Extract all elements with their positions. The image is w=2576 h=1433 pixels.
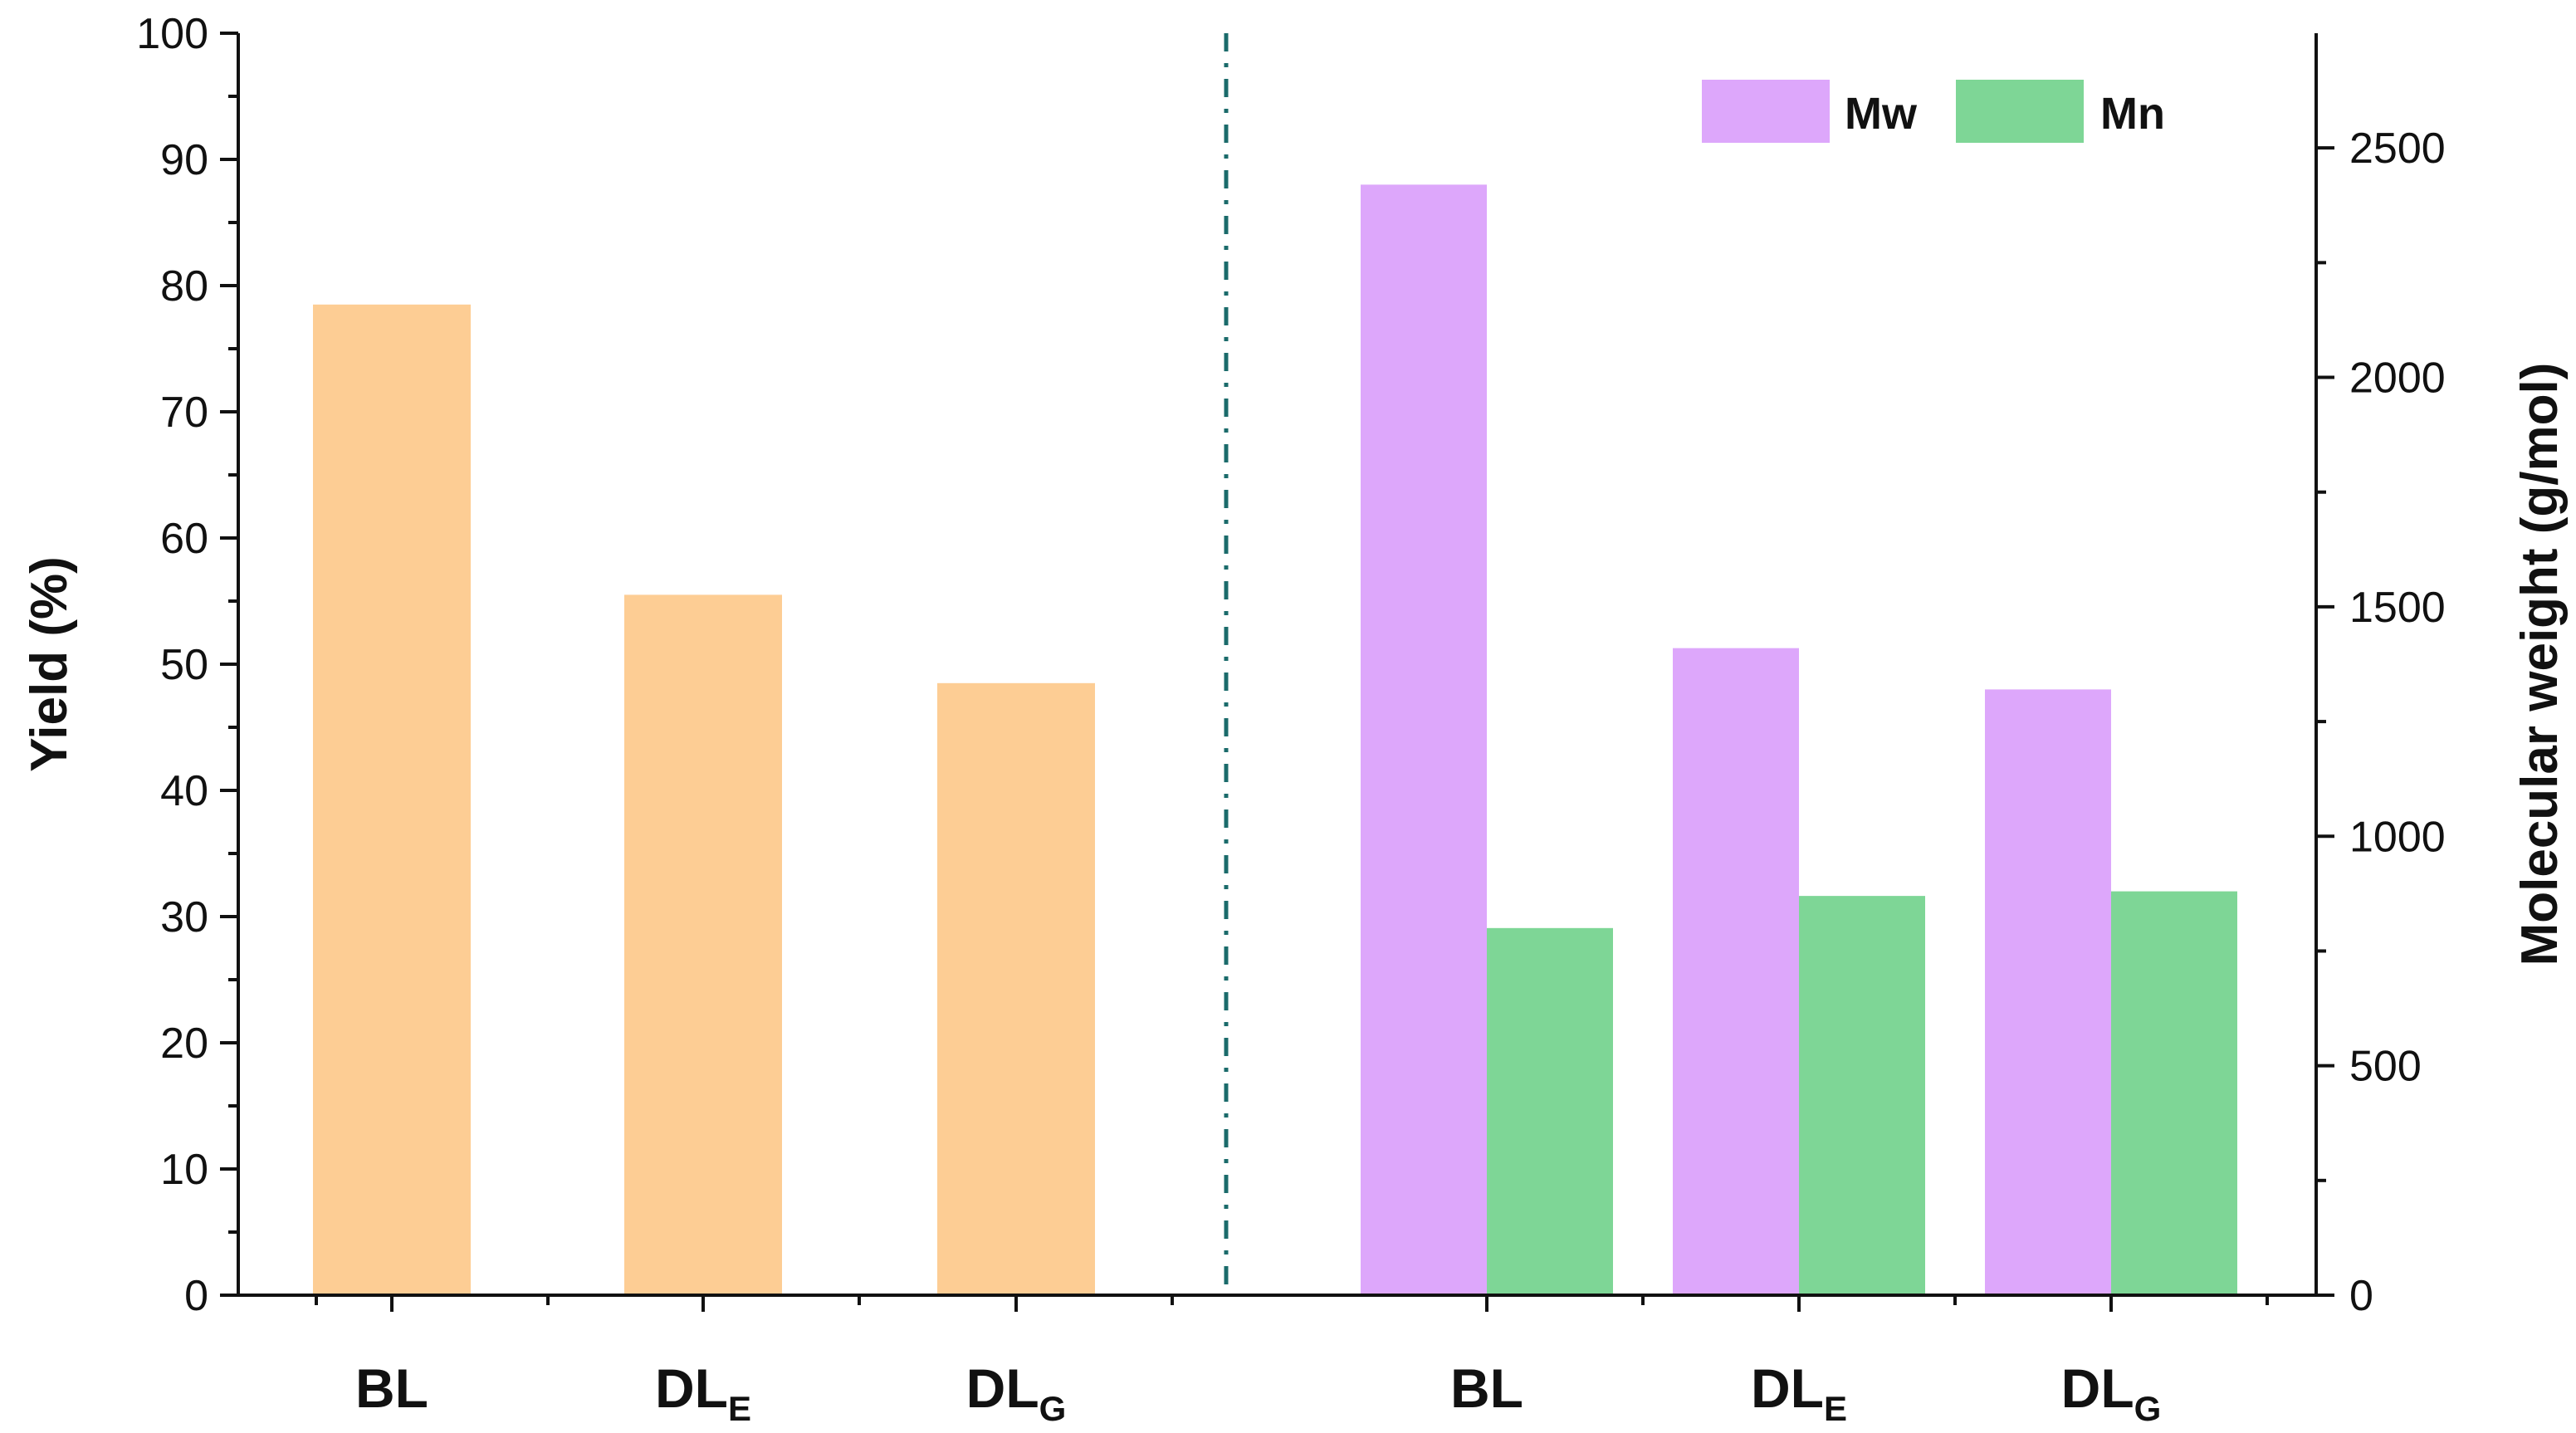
mw-bar-0 <box>1361 184 1487 1295</box>
mn-bar-2 <box>2111 891 2237 1295</box>
left-y-axis-title: Yield (%) <box>21 556 78 772</box>
legend: Mw Mn <box>1702 80 2165 143</box>
left-y-tick-label-7: 70 <box>160 389 208 437</box>
left-y-tick-label-8: 80 <box>160 262 208 311</box>
yield-bar-1 <box>624 594 782 1295</box>
left-y-tick-label-3: 30 <box>160 893 208 941</box>
left-y-tick-label-4: 40 <box>160 767 208 815</box>
right-category-label-0: BL <box>1450 1357 1523 1419</box>
right-y-axis-title: Molecular weight (g/mol) <box>2511 363 2569 966</box>
legend-swatch-mw <box>1702 80 1830 143</box>
right-y-tick-label-2: 1000 <box>2349 813 2446 861</box>
left-category-label-2: DLG <box>966 1357 1067 1428</box>
right-category-label-1: DLE <box>1751 1357 1847 1428</box>
right-y-tick-label-1: 500 <box>2349 1043 2422 1091</box>
legend-label-mw: Mw <box>1845 89 1918 139</box>
axes-layer <box>220 32 2334 1312</box>
mn-bar-1 <box>1799 896 1925 1295</box>
left-y-tick-label-0: 0 <box>184 1272 208 1320</box>
labels-layer: 0102030405060708090100050010001500200025… <box>21 10 2569 1428</box>
left-y-tick-label-6: 60 <box>160 515 208 563</box>
right-category-label-2: DLG <box>2061 1357 2162 1428</box>
left-y-tick-label-9: 90 <box>160 136 208 184</box>
right-y-tick-label-0: 0 <box>2349 1272 2373 1320</box>
legend-label-mn: Mn <box>2100 89 2165 139</box>
yield-bar-2 <box>937 682 1095 1295</box>
left-category-label-1: DLE <box>655 1357 751 1428</box>
legend-swatch-mn <box>1956 80 2084 143</box>
yield-bar-0 <box>313 304 471 1295</box>
left-y-tick-label-5: 50 <box>160 641 208 689</box>
mn-bar-0 <box>1487 927 1613 1295</box>
left-y-tick-label-10: 100 <box>136 10 208 58</box>
right-y-tick-label-5: 2500 <box>2349 125 2446 173</box>
bars-layer <box>313 184 2237 1295</box>
left-y-tick-label-1: 10 <box>160 1146 208 1194</box>
left-y-tick-label-2: 20 <box>160 1020 208 1068</box>
left-category-label-0: BL <box>355 1357 428 1419</box>
mw-bar-1 <box>1673 648 1799 1295</box>
right-y-tick-label-3: 1500 <box>2349 584 2446 632</box>
right-y-tick-label-4: 2000 <box>2349 355 2446 403</box>
mw-bar-2 <box>1985 689 2111 1295</box>
